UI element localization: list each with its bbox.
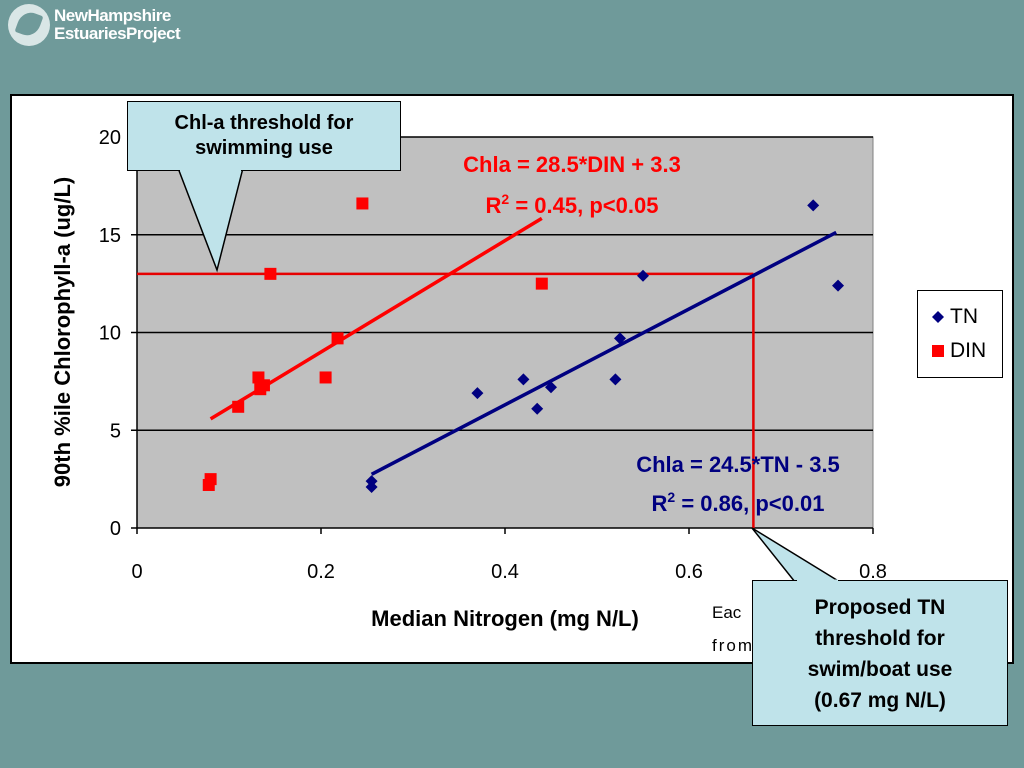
x-axis-label: Median Nitrogen (mg N/L) xyxy=(371,606,639,631)
tn-callout-line-3: swim/boat use xyxy=(807,658,953,681)
legend: TN DIN xyxy=(917,290,1003,378)
din-point xyxy=(257,379,270,392)
legend-item-tn: TN xyxy=(932,300,1002,334)
din-fit-label-1: Chla = 28.5*DIN + 3.3 xyxy=(463,152,681,177)
tn-point xyxy=(807,199,820,212)
legend-label-din: DIN xyxy=(950,339,987,362)
legend-square-icon xyxy=(932,345,944,357)
threshold-lines xyxy=(137,272,755,528)
tn-point xyxy=(832,279,845,292)
tn-point xyxy=(545,381,557,394)
x-tick-label: 0.6 xyxy=(675,561,703,583)
tn-point xyxy=(517,373,530,386)
y-tick-label: 20 xyxy=(99,127,121,149)
din-point xyxy=(232,400,245,413)
tn-fit-label-1: Chla = 24.5*TN - 3.5 xyxy=(636,452,840,477)
din-point xyxy=(535,277,548,290)
tn-callout-line-4: (0.67 mg N/L) xyxy=(814,689,946,712)
data-points xyxy=(202,197,845,493)
logo: NewHampshire EstuariesProject xyxy=(8,3,181,47)
legend-diamond-icon xyxy=(932,311,944,323)
din-fit-label-2: R2 = 0.45, p<0.05 xyxy=(486,191,659,218)
tn-callout-line-2: threshold for xyxy=(815,627,945,650)
din-point xyxy=(204,473,217,486)
tn-point xyxy=(471,387,484,400)
din-point xyxy=(356,197,369,210)
tn-point xyxy=(365,475,378,488)
legend-label-tn: TN xyxy=(950,305,978,328)
tn-fit-label-2: R2 = 0.86, p<0.01 xyxy=(652,489,825,516)
tick-labels: 0 5 10 15 20 0 0.2 0.4 0.6 0.8 xyxy=(99,127,887,583)
y-tick-label: 10 xyxy=(99,323,121,345)
x-tick-label: 0.8 xyxy=(859,561,887,583)
x-tick-label: 0.2 xyxy=(307,561,335,583)
tn-threshold-callout: Proposed TN threshold for swim/boat use … xyxy=(752,580,1008,726)
note-fragment-1: Eac xyxy=(712,603,742,622)
din-point xyxy=(331,332,344,345)
tn-point xyxy=(609,373,622,386)
swim-callout-line-2: swimming use xyxy=(195,137,333,159)
y-tick-label: 0 xyxy=(110,518,121,540)
note-fragment-2: from xyxy=(712,636,754,655)
logo-line-2: EstuariesProject xyxy=(54,24,181,43)
legend-item-din: DIN xyxy=(932,334,1002,368)
y-axis-label: 90th %ile Chlorophyll-a (ug/L) xyxy=(50,177,75,487)
swim-threshold-callout: Chl-a threshold for swimming use xyxy=(127,101,401,171)
tn-callout-pointer xyxy=(751,527,843,583)
x-tick-label: 0 xyxy=(131,561,142,583)
tn-point xyxy=(637,269,649,282)
din-point xyxy=(264,267,277,280)
axes xyxy=(131,136,874,534)
tn-callout-line-1: Proposed TN xyxy=(814,596,946,619)
logo-leaf-icon xyxy=(8,4,50,46)
logo-text: NewHampshire EstuariesProject xyxy=(54,6,181,43)
swim-callout-line-1: Chl-a threshold for xyxy=(174,112,354,134)
logo-line-1: NewHampshire xyxy=(54,6,171,25)
tn-point xyxy=(614,332,626,345)
y-tick-label: 5 xyxy=(110,420,121,442)
din-point xyxy=(319,371,332,384)
tn-fit-line xyxy=(370,230,838,476)
y-tick-label: 15 xyxy=(99,225,121,247)
x-tick-label: 0.4 xyxy=(491,561,519,583)
tn-point xyxy=(531,402,544,415)
